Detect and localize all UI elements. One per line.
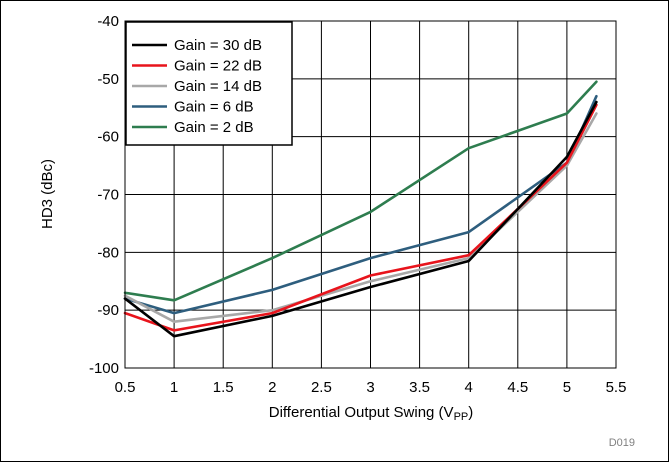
x-tick-labels: 0.5 1 1.5 2 2.5 3 3.5 4 4.5 5 5.5	[115, 379, 627, 396]
x-tick-label: 5	[563, 379, 571, 396]
series-line-gain-22-db	[123, 103, 598, 332]
legend-label: Gain = 6 dB	[174, 99, 254, 116]
legend: Gain = 30 dB Gain = 22 dB Gain = 14 dB Gain…	[125, 21, 293, 146]
y-tick-label: -80	[97, 244, 119, 261]
series-lines	[123, 80, 598, 338]
y-tick-label: -60	[97, 129, 119, 146]
x-tick-label: 2.5	[311, 379, 332, 396]
x-tick-label: 1	[170, 379, 178, 396]
legend-label: Gain = 30 dB	[174, 37, 262, 54]
x-tick-label: 4.5	[507, 379, 528, 396]
legend-label: Gain = 14 dB	[174, 78, 262, 95]
y-tick-label: -40	[97, 13, 119, 30]
x-axis-title-subscript: PP	[454, 411, 469, 423]
x-axis-title: Differential Output Swing (VPP)	[269, 404, 474, 423]
legend-box	[125, 21, 293, 146]
x-tick-label: 0.5	[115, 379, 136, 396]
x-tick-label: 2	[268, 379, 276, 396]
x-tick-label: 3.5	[409, 379, 430, 396]
series-line-gain-14-db	[123, 112, 598, 324]
plot-frame	[124, 20, 617, 369]
x-axis-title-suffix: )	[468, 404, 473, 421]
y-tick-label: -50	[97, 71, 119, 88]
y-tick-label: -100	[89, 360, 119, 377]
y-tick-labels: -100 -90 -80 -70 -60 -50 -40	[89, 13, 119, 377]
x-tick-label: 5.5	[606, 379, 627, 396]
x-tick-label: 1.5	[213, 379, 234, 396]
legend-label: Gain = 22 dB	[174, 58, 262, 75]
y-axis-title: HD3 (dBc)	[39, 159, 56, 229]
x-tick-label: 4	[465, 379, 473, 396]
figure-code: D019	[609, 437, 635, 449]
x-tick-label: 3	[366, 379, 374, 396]
y-tick-label: -70	[97, 187, 119, 204]
legend-label: Gain = 2 dB	[174, 119, 254, 136]
series-line-gain-2-db	[123, 80, 598, 302]
series-line-gain-30-db	[123, 100, 598, 338]
y-tick-label: -90	[97, 302, 119, 319]
